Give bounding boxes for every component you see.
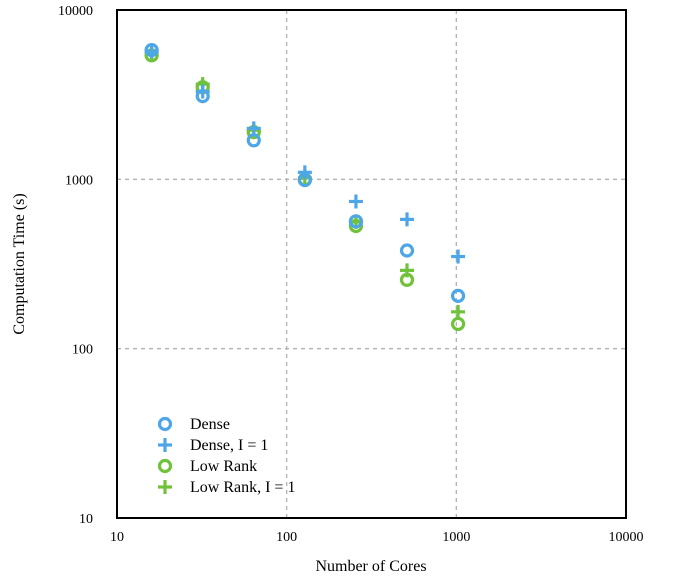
- data-point: [450, 316, 466, 332]
- legend-label: Low Rank: [190, 458, 257, 475]
- x-tick-label: 10: [110, 530, 124, 545]
- y-tick-label: 1000: [65, 173, 93, 188]
- y-axis-label: Computation Time (s): [11, 193, 28, 334]
- x-axis-label: Number of Cores: [315, 558, 426, 575]
- x-tick-label: 10000: [609, 530, 644, 545]
- data-point: [400, 212, 415, 227]
- y-tick-label: 10000: [58, 4, 93, 19]
- data-point: [451, 304, 466, 319]
- x-tick-label: 1000: [442, 530, 470, 545]
- data-point: [400, 263, 415, 278]
- data-point: [297, 165, 312, 180]
- data-point: [450, 288, 466, 303]
- plot-area: [116, 9, 627, 519]
- data-point: [451, 249, 466, 264]
- y-tick-label: 10: [79, 512, 93, 527]
- legend-label: Dense, I = 1: [190, 437, 268, 454]
- data-point: [348, 214, 364, 229]
- data-points: [144, 42, 466, 332]
- legend: Dense Dense, I = 1 Low Rank Low Rank, I = 1: [157, 416, 295, 496]
- data-point: [399, 243, 415, 258]
- legend-marker: [157, 458, 173, 474]
- legend-marker: [158, 480, 172, 494]
- y-tick-label: 100: [72, 343, 93, 358]
- legend-label: Low Rank, I = 1: [190, 479, 295, 496]
- legend-label: Dense: [190, 416, 230, 433]
- data-point: [246, 121, 261, 136]
- data-point: [144, 44, 159, 59]
- x-tick-label: 100: [276, 530, 297, 545]
- grid-lines: [117, 10, 626, 518]
- data-point: [195, 84, 210, 99]
- data-point: [348, 194, 363, 209]
- tick-labels: 10 100 1000 10000 10 100 1000 10000: [58, 4, 644, 545]
- legend-marker: [158, 438, 172, 452]
- legend-marker: [157, 416, 173, 432]
